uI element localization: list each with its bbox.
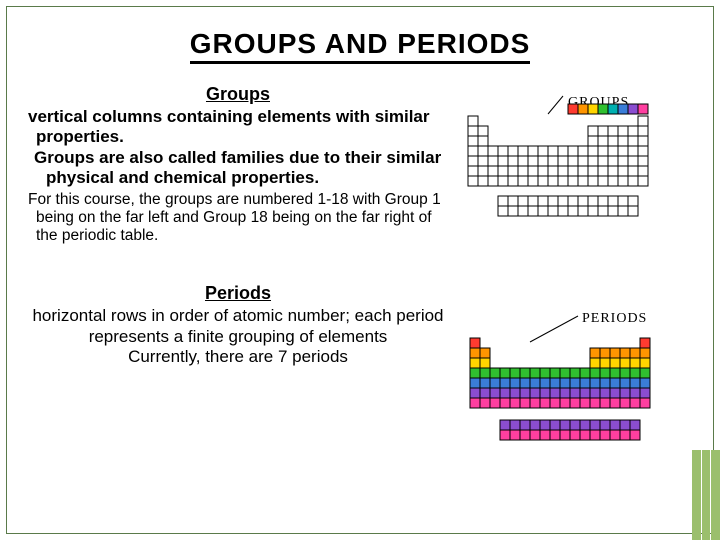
page-title: GROUPS AND PERIODS	[0, 28, 720, 60]
groups-heading: Groups	[28, 84, 448, 105]
periods-para-2: Currently, there are 7 periods	[28, 347, 448, 367]
title-text: GROUPS AND PERIODS	[190, 28, 531, 64]
groups-para-3: For this course, the groups are numbered…	[28, 191, 448, 244]
periods-heading: Periods	[28, 283, 448, 305]
text-column: Groups vertical columns containing eleme…	[28, 84, 448, 367]
periods-diagram: PERIODS	[464, 308, 692, 503]
groups-para-1: vertical columns containing elements wit…	[28, 107, 448, 146]
periods-periodic-table: PERIODS	[464, 308, 692, 498]
groups-periodic-table: GROUPS	[462, 90, 692, 280]
periods-block: Periods horizontal rows in order of atom…	[28, 283, 448, 368]
accent-stripes	[692, 450, 720, 540]
groups-para-2: Groups are also called families due to t…	[28, 148, 448, 187]
periods-para-1: horizontal rows in order of atomic numbe…	[28, 306, 448, 347]
groups-diagram: GROUPS	[462, 90, 692, 285]
svg-text:PERIODS: PERIODS	[582, 311, 647, 326]
